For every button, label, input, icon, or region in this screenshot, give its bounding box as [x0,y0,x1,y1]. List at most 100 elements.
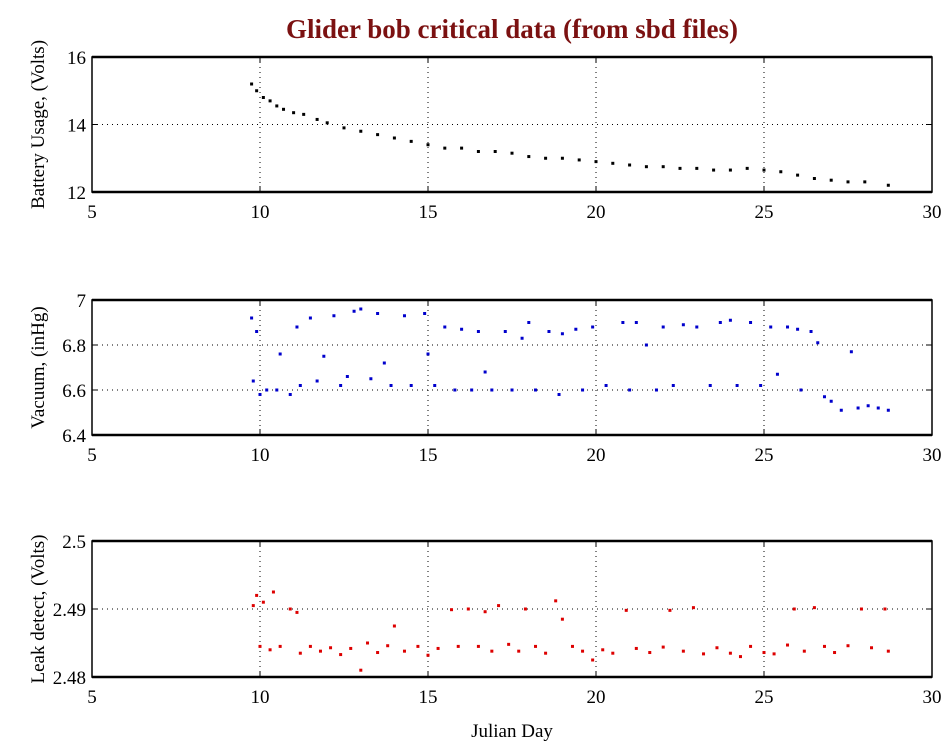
data-point [557,393,561,396]
data-point [423,312,427,315]
data-point [295,610,299,614]
data-point [796,173,800,177]
data-point [681,649,685,653]
x-tick-label: 10 [251,687,270,708]
data-point [769,325,773,329]
data-point [329,646,333,650]
data-point [560,332,564,336]
y-tick-label: 14 [67,116,87,137]
data-point [886,408,890,412]
data-point [409,384,413,387]
data-point [648,651,652,655]
x-tick-label: 5 [87,445,97,466]
x-tick-label: 10 [251,202,270,223]
data-point [250,316,254,320]
data-point [870,646,874,650]
data-point [483,610,487,614]
y-tick-label: 12 [67,183,86,204]
data-point [288,607,292,611]
data-point [779,170,783,174]
data-point [453,388,457,392]
data-point [392,624,396,628]
data-point [366,641,370,645]
data-point [308,644,312,648]
data-point [255,593,259,597]
data-point [574,327,578,331]
data-point [493,150,497,153]
data-point [268,648,272,652]
data-point [339,384,343,387]
data-point [345,375,349,378]
y-tick-label: 2.48 [53,668,86,689]
data-point [261,96,265,99]
data-point [702,652,706,656]
data-point [581,388,585,392]
data-point [275,104,279,108]
data-point [308,316,312,320]
data-point [450,608,454,612]
data-point [507,642,511,646]
data-point [762,651,766,655]
data-point [691,606,695,610]
data-point [634,321,638,324]
data-point [517,649,521,653]
data-point [738,655,742,659]
x-tick-label: 20 [587,445,606,466]
data-point [792,607,796,611]
x-axis-label: Julian Day [471,721,553,742]
data-point [624,608,628,612]
data-point [359,307,363,311]
data-point [604,384,608,387]
data-point [392,136,396,140]
data-point [261,600,265,604]
data-point [745,166,749,170]
data-point [581,649,585,653]
data-point [718,321,722,324]
data-point [812,606,816,610]
data-point [402,314,406,318]
data-point [661,645,665,649]
data-point [661,325,665,329]
data-point [621,321,625,324]
y-axis-label: Leak detect, (Volts) [28,535,49,684]
data-point [668,608,672,612]
data-point [695,166,699,170]
data-point [426,143,430,147]
data-point [443,146,447,150]
data-point [654,388,658,392]
data-point [695,325,699,329]
data-point [258,644,262,648]
data-point [275,388,279,392]
data-point [278,352,282,356]
y-tick-label: 2.5 [62,532,86,553]
data-point [829,399,833,403]
data-point [644,343,648,347]
data-point [749,321,753,324]
data-point [409,139,413,143]
data-point [560,156,564,160]
subplot-1: 5 10 15 20 25 30 12 14 16 Battery Usage, (Volts) [28,40,942,223]
y-tick-label: 16 [67,48,86,69]
data-point [534,644,538,648]
y-axis-label: Vacuum, (inHg) [28,306,49,428]
data-point [359,668,363,672]
data-point [288,393,292,396]
data-point [376,312,380,315]
data-point [611,651,615,655]
data-point [772,652,776,656]
x-tick-label: 20 [587,687,606,708]
data-point [554,599,558,603]
data-point [544,156,548,160]
data-point [426,653,430,657]
data-point [510,151,514,155]
data-point [715,646,719,650]
x-tick-label: 5 [87,687,97,708]
subplot-3: 5 10 15 20 25 30 2.48 2.49 2.5 Leak detect, (Volt… [28,532,942,742]
data-point [255,330,259,333]
data-point [611,161,615,165]
data-point [349,646,353,650]
data-point [822,395,826,399]
x-tick-label: 25 [755,687,774,708]
data-point [302,112,306,116]
data-point [497,604,501,608]
